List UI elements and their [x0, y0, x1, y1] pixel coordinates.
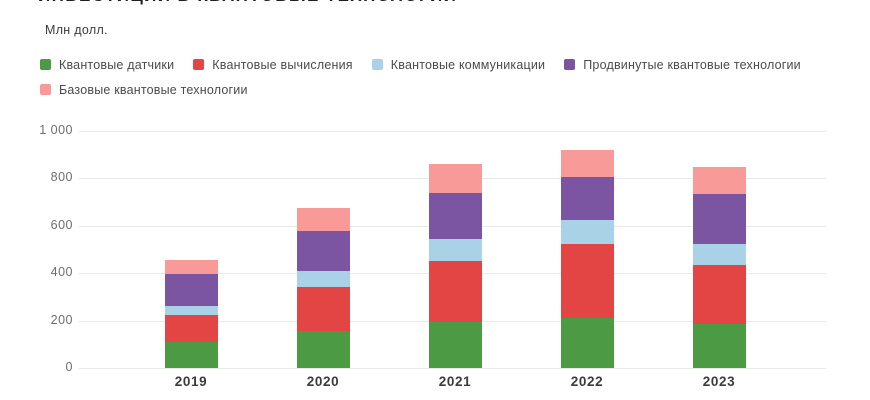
- legend-item: Продвинутые квантовые технологии: [564, 58, 801, 72]
- legend-item: Квантовые коммуникации: [371, 57, 546, 72]
- legend-label: Квантовые коммуникации: [390, 57, 546, 72]
- legend-item: Квантовые датчики: [40, 58, 174, 72]
- stacked-bar-2019: [164, 260, 218, 368]
- bar-segment: [428, 164, 482, 193]
- chart-title: ИНВЕСТИЦИИ В КВАНТОВЫЕ ТЕХНОЛОГИИ: [38, 0, 558, 6]
- bar-segment: [560, 219, 614, 244]
- legend-label: Продвинутые квантовые технологии: [583, 57, 801, 72]
- bar-segment: [428, 238, 482, 262]
- bar-segment: [428, 192, 482, 239]
- x-axis-label: 2021: [438, 374, 472, 389]
- x-axis-label: 2022: [570, 374, 604, 389]
- legend-swatch-icon: [40, 84, 51, 95]
- stacked-bar-2020: [296, 208, 350, 368]
- legend-label: Квантовые датчики: [59, 57, 175, 72]
- bar-segment: [164, 314, 218, 342]
- bar-segment: [560, 150, 614, 178]
- bar-segment: [164, 260, 218, 275]
- bar-segment: [692, 324, 746, 368]
- bar-segment: [296, 287, 350, 332]
- y-axis-tick-label: 0: [65, 360, 73, 374]
- bar-segment: [164, 306, 218, 315]
- chart-unit-label: Млн долл.: [45, 23, 108, 37]
- bar-segment: [428, 261, 482, 322]
- chart-legend: Квантовые датчики Квантовые вычисления Ква…: [40, 57, 801, 107]
- y-axis-tick-label: 400: [50, 265, 73, 280]
- legend-swatch-icon: [40, 59, 51, 70]
- bar-segment: [164, 274, 218, 307]
- legend-row: Базовые квантовые технологии: [40, 82, 801, 97]
- bar-segment: [164, 341, 218, 368]
- legend-row: Квантовые датчики Квантовые вычисления Ква…: [40, 57, 801, 72]
- gridline: [79, 131, 826, 132]
- legend-swatch-icon: [371, 59, 383, 70]
- legend-item: Квантовые вычисления: [193, 58, 353, 72]
- bar-segment: [296, 331, 350, 368]
- x-axis-label: 2023: [702, 374, 736, 389]
- x-axis-label: 2019: [174, 374, 208, 389]
- legend-swatch-icon: [193, 59, 205, 70]
- bar-segment: [692, 243, 746, 265]
- stacked-bar-2023: [692, 166, 746, 368]
- stacked-bar-2022: [560, 150, 614, 368]
- y-axis-tick-label: 1 000: [39, 123, 73, 137]
- y-axis-tick-label: 800: [50, 170, 73, 185]
- bar-segment: [692, 193, 746, 244]
- bar-segment: [560, 243, 614, 319]
- legend-swatch-icon: [564, 59, 576, 70]
- legend-label: Базовые квантовые технологии: [59, 82, 248, 97]
- x-axis-label: 2020: [306, 374, 340, 389]
- stacked-bar-2021: [428, 164, 482, 368]
- legend-label: Квантовые вычисления: [212, 57, 353, 72]
- bar-segment: [560, 177, 614, 220]
- y-axis-tick-label: 200: [50, 312, 73, 327]
- bar-segment: [560, 318, 614, 368]
- bar-segment: [296, 270, 350, 288]
- legend-item: Базовые квантовые технологии: [40, 83, 248, 97]
- bar-segment: [296, 230, 350, 271]
- bar-segment: [296, 208, 350, 231]
- chart-title-clipped: ИНВЕСТИЦИИ В КВАНТОВЫЕ ТЕХНОЛОГИИ: [38, 0, 558, 7]
- bar-segment: [692, 166, 746, 194]
- bar-segment: [428, 321, 482, 368]
- bar-segment: [692, 264, 746, 325]
- gridline: [79, 368, 826, 369]
- chart-plot-area: [79, 131, 826, 369]
- y-axis-tick-label: 600: [50, 217, 73, 232]
